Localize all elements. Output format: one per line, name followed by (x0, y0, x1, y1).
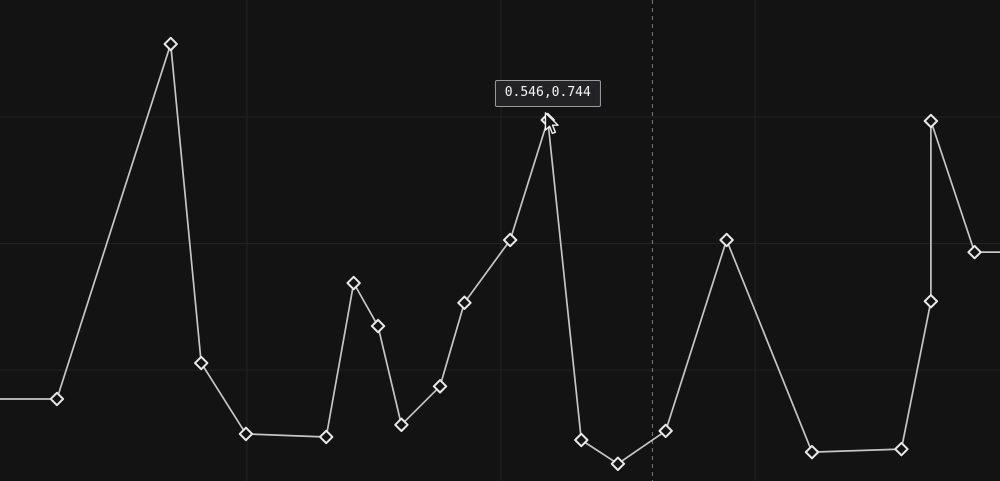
data-point-marker[interactable] (194, 355, 209, 371)
data-point-marker[interactable] (923, 113, 939, 129)
data-point-marker[interactable] (719, 232, 734, 248)
data-point-marker[interactable] (238, 426, 254, 442)
data-point-marker[interactable] (346, 275, 361, 291)
data-point-marker[interactable] (319, 429, 334, 445)
data-point-marker[interactable] (394, 417, 409, 432)
data-point-marker[interactable] (49, 391, 65, 407)
data-point-marker[interactable] (574, 432, 589, 448)
data-point-marker[interactable] (923, 294, 939, 309)
data-line (0, 43, 1000, 465)
data-point-marker[interactable] (502, 232, 518, 248)
data-point-marker[interactable] (894, 441, 909, 457)
data-point-marker[interactable] (370, 318, 386, 334)
data-point-marker[interactable] (457, 295, 472, 310)
data-point-marker[interactable] (804, 444, 820, 460)
data-point-marker[interactable] (610, 456, 626, 471)
data-point-marker[interactable] (658, 423, 673, 439)
data-point-marker[interactable] (967, 244, 982, 260)
data-point-marker[interactable] (163, 36, 178, 52)
data-point-marker[interactable] (432, 379, 448, 394)
data-point-marker[interactable] (540, 112, 555, 128)
